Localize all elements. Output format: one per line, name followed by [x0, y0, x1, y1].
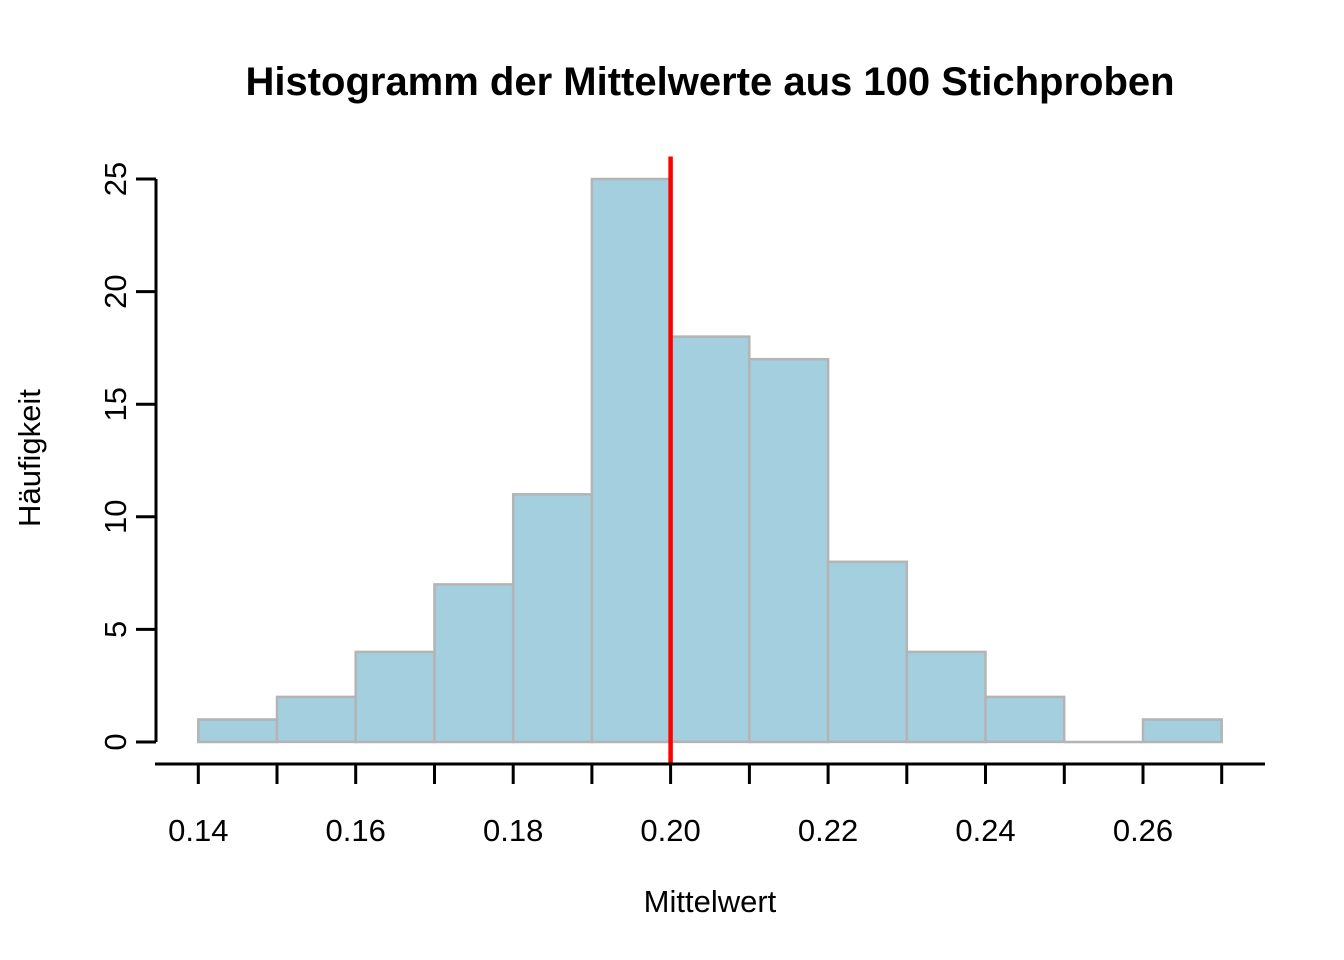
y-tick-label: 15: [98, 387, 133, 421]
histogram-bar: [984, 695, 1066, 744]
histogram-bar: [511, 493, 594, 744]
x-axis: 0.14 0.16 0.18 0.20 0.22 0.24 0.26: [155, 762, 1265, 848]
histogram-bar: [197, 718, 279, 744]
x-tick-label: 0.26: [1113, 813, 1173, 848]
histogram-bar: [905, 650, 987, 744]
x-axis-label: Mittelwert: [643, 884, 777, 919]
histogram-bar: [1141, 718, 1223, 744]
x-tick-label: 0.18: [483, 813, 543, 848]
chart-title: Histogramm der Mittelwerte aus 100 Stich…: [245, 60, 1175, 104]
histogram-bar: [590, 177, 672, 744]
histogram-bar: [748, 357, 830, 744]
x-tick-label: 0.14: [168, 813, 228, 848]
histogram-bar: [669, 335, 751, 744]
y-tick-label: 0: [98, 733, 133, 750]
y-tick-label: 10: [98, 500, 133, 534]
x-tick-label: 0.22: [798, 813, 858, 848]
y-axis: 0 5 10 15 20 25: [98, 162, 158, 751]
y-tick-label: 20: [98, 274, 133, 308]
x-tick-label: 0.16: [326, 813, 386, 848]
y-tick-label: 25: [98, 162, 133, 196]
histogram-bar: [354, 650, 436, 744]
histogram-bar: [275, 695, 357, 744]
x-tick-label: 0.20: [640, 813, 700, 848]
x-tick-label: 0.24: [955, 813, 1015, 848]
y-tick-label: 5: [98, 621, 133, 638]
histogram-bar: [826, 560, 909, 744]
histogram-bar: [433, 583, 515, 744]
histogram-bars: [197, 177, 1223, 744]
